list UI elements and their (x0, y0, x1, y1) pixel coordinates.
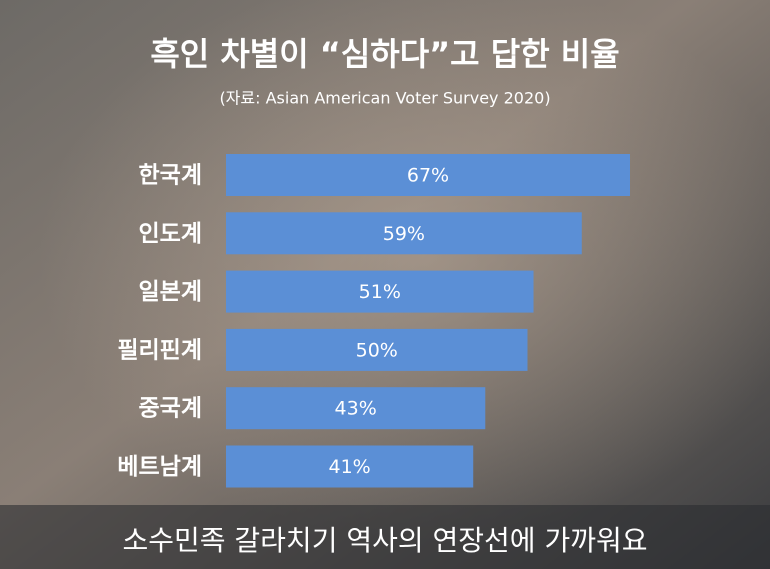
bar (226, 212, 582, 255)
value-label: 59% (383, 223, 425, 245)
category-label: 베트남계 (117, 454, 202, 480)
value-label: 51% (359, 281, 401, 303)
category-label: 일본계 (139, 279, 202, 305)
bar (226, 328, 528, 371)
bar (226, 387, 486, 430)
value-label: 50% (356, 339, 398, 361)
value-label: 41% (328, 456, 370, 478)
chart-subtitle: (자료: Asian American Voter Survey 2020) (219, 89, 550, 108)
category-label: 한국계 (139, 163, 202, 189)
bar (226, 445, 474, 488)
category-label: 인도계 (139, 221, 202, 247)
bar (226, 154, 630, 196)
value-label: 43% (335, 398, 377, 420)
value-label: 67% (407, 165, 449, 187)
chart-title: 흑인 차별이 “심하다”고 답한 비율 (150, 35, 619, 73)
category-label: 필리핀계 (117, 337, 202, 363)
caption: 소수민족 갈라치기 역사의 연장선에 가까워요 (122, 524, 647, 557)
caption-band (0, 505, 770, 569)
bar (226, 270, 534, 313)
category-label: 중국계 (139, 396, 202, 422)
